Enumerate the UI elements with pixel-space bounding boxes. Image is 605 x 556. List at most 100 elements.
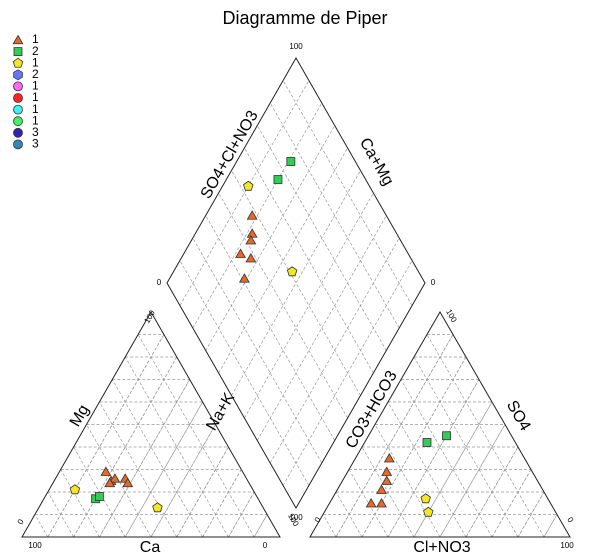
grid-line (491, 469, 532, 538)
grid-line (439, 424, 506, 538)
tick-label: 100 (289, 513, 303, 522)
grid-line (256, 215, 387, 441)
tick-label: 0 (16, 517, 26, 526)
grid-line (202, 469, 242, 538)
grid-line (348, 469, 389, 538)
cation-point (109, 473, 121, 483)
diamond-point (286, 157, 296, 166)
diamond-point (235, 248, 246, 258)
grid-line (335, 334, 454, 538)
triangle-frame (21, 310, 281, 538)
tick-label: 0 (431, 278, 436, 287)
legend-marker (13, 139, 23, 150)
grid-line (99, 401, 178, 538)
grid-line (244, 192, 374, 419)
diamond-point (243, 180, 254, 191)
diamond-point (245, 234, 257, 245)
diamond-point (238, 273, 250, 283)
axis-title: Cl+NO3 (413, 539, 470, 556)
grid-line (179, 80, 310, 306)
diamond-point (273, 175, 283, 184)
tick-label: 100 (28, 541, 42, 550)
anion-point (422, 438, 432, 447)
grid-line (192, 102, 323, 329)
tick-label: 0 (313, 515, 323, 524)
grid-line (150, 424, 216, 538)
grid-line (439, 424, 506, 538)
anion-point (365, 497, 377, 508)
grid-line (73, 356, 178, 538)
diamond-frame (166, 56, 426, 510)
grid-line (137, 334, 255, 538)
grid-line (86, 424, 152, 538)
cation-point (122, 477, 134, 488)
legend-label: 1 (32, 113, 39, 127)
grid-line (374, 424, 441, 538)
grid-line (256, 125, 387, 351)
tick-label: 100 (289, 42, 303, 51)
grid-line (400, 379, 493, 538)
grid-line (231, 170, 361, 396)
grid-line (192, 237, 323, 464)
grid-line (218, 192, 348, 419)
legend-label: 1 (32, 90, 39, 104)
grid-line (253, 514, 268, 538)
grid-line (205, 125, 336, 351)
legend-marker (13, 81, 23, 92)
axis-title: Ca (140, 539, 161, 556)
cation-point (104, 477, 116, 488)
grid-line (491, 469, 532, 538)
grid-line (269, 237, 400, 464)
grid-line (124, 356, 229, 538)
tick-label: 0 (157, 278, 162, 287)
legend-marker (12, 57, 24, 68)
anion-point (381, 466, 393, 476)
tick-label: 0 (263, 541, 268, 550)
grid-line (387, 379, 480, 538)
cation-point (100, 466, 112, 476)
grid-line (218, 147, 348, 374)
diamond-point (246, 210, 258, 220)
axis-title: Ca+Mg (356, 135, 397, 189)
legend-marker (13, 104, 23, 115)
legend-label: 3 (32, 125, 39, 139)
triangle-frame (309, 311, 571, 538)
tick-label: 0 (565, 516, 575, 525)
grid-line (34, 514, 49, 538)
grid-line (150, 424, 216, 538)
tick-label: 100 (560, 541, 574, 550)
tick-label: 100 (142, 308, 157, 325)
anion-point (420, 493, 431, 504)
grid-line (179, 260, 310, 486)
legend-label: 1 (32, 79, 39, 93)
anion-point (381, 475, 393, 485)
anion-point (383, 452, 395, 463)
tick-label: 100 (444, 308, 459, 325)
grid-line (60, 469, 100, 538)
grid-line (426, 334, 545, 538)
legend-marker (13, 47, 23, 56)
legend-marker (13, 116, 23, 127)
grid-line (73, 356, 178, 538)
anion-point (442, 431, 451, 441)
legend-label: 1 (32, 32, 39, 46)
grid-line (269, 102, 400, 329)
legend-label: 2 (32, 67, 39, 81)
anion-point (423, 506, 434, 517)
grid-line (231, 170, 361, 396)
anion-point (376, 497, 387, 508)
legend-marker (13, 93, 23, 103)
legend-label: 2 (32, 44, 39, 58)
diamond-point (286, 266, 298, 277)
grid-line (387, 401, 467, 538)
legend-label: 1 (32, 55, 39, 69)
legend-marker (12, 34, 24, 45)
grid-line (99, 379, 191, 538)
legend-marker (13, 69, 23, 81)
legend-label: 3 (32, 137, 39, 151)
grid-line (322, 514, 337, 538)
grid-line (282, 260, 413, 486)
legend-label: 1 (32, 102, 39, 116)
grid-line (47, 334, 165, 538)
